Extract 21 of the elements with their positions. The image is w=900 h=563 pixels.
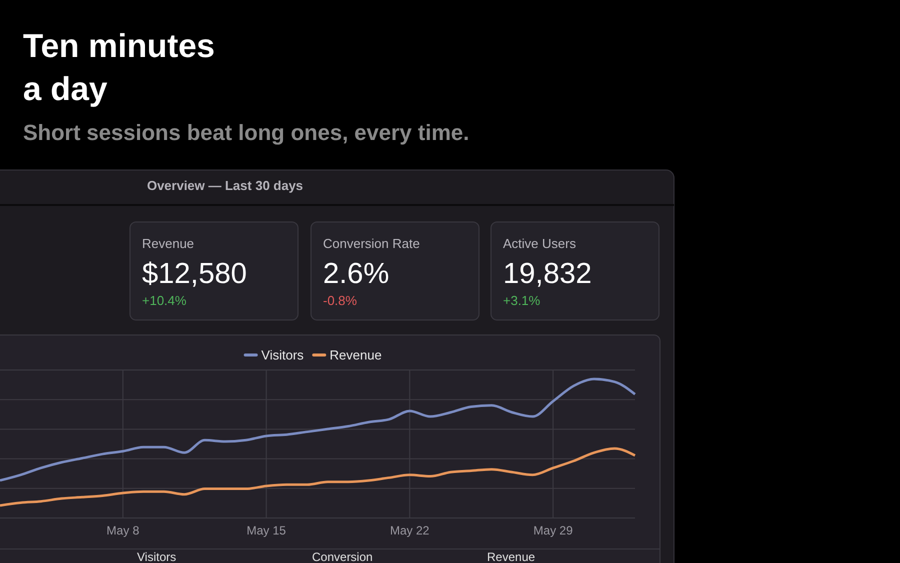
x-tick-label: May 8 (106, 524, 140, 538)
x-tick-label: May 29 (533, 524, 574, 538)
text: 19,832 (503, 258, 592, 290)
text: Active Users (503, 236, 576, 251)
text: Revenue (142, 236, 194, 251)
legend-label: Revenue (330, 348, 382, 362)
text: 2.6% (323, 258, 390, 290)
text: Revenue (487, 550, 536, 563)
text: Overview — Last 30 days (146, 178, 304, 193)
x-tick-label: May 15 (246, 524, 286, 538)
text: -0.8% (323, 293, 358, 308)
text: $12,580 (142, 258, 247, 290)
chart-title: Ten minutes a day (23, 27, 215, 107)
text: Conversion (312, 550, 373, 563)
text: Conversion Rate (323, 236, 420, 251)
text: Visitors (137, 550, 176, 563)
text: +3.1% (503, 293, 541, 308)
x-tick-label: May 22 (390, 524, 430, 538)
text: +10.4% (142, 293, 187, 308)
chart-subtitle: Short sessions beat long ones, every time. (23, 120, 470, 145)
legend-label: Visitors (261, 348, 304, 362)
